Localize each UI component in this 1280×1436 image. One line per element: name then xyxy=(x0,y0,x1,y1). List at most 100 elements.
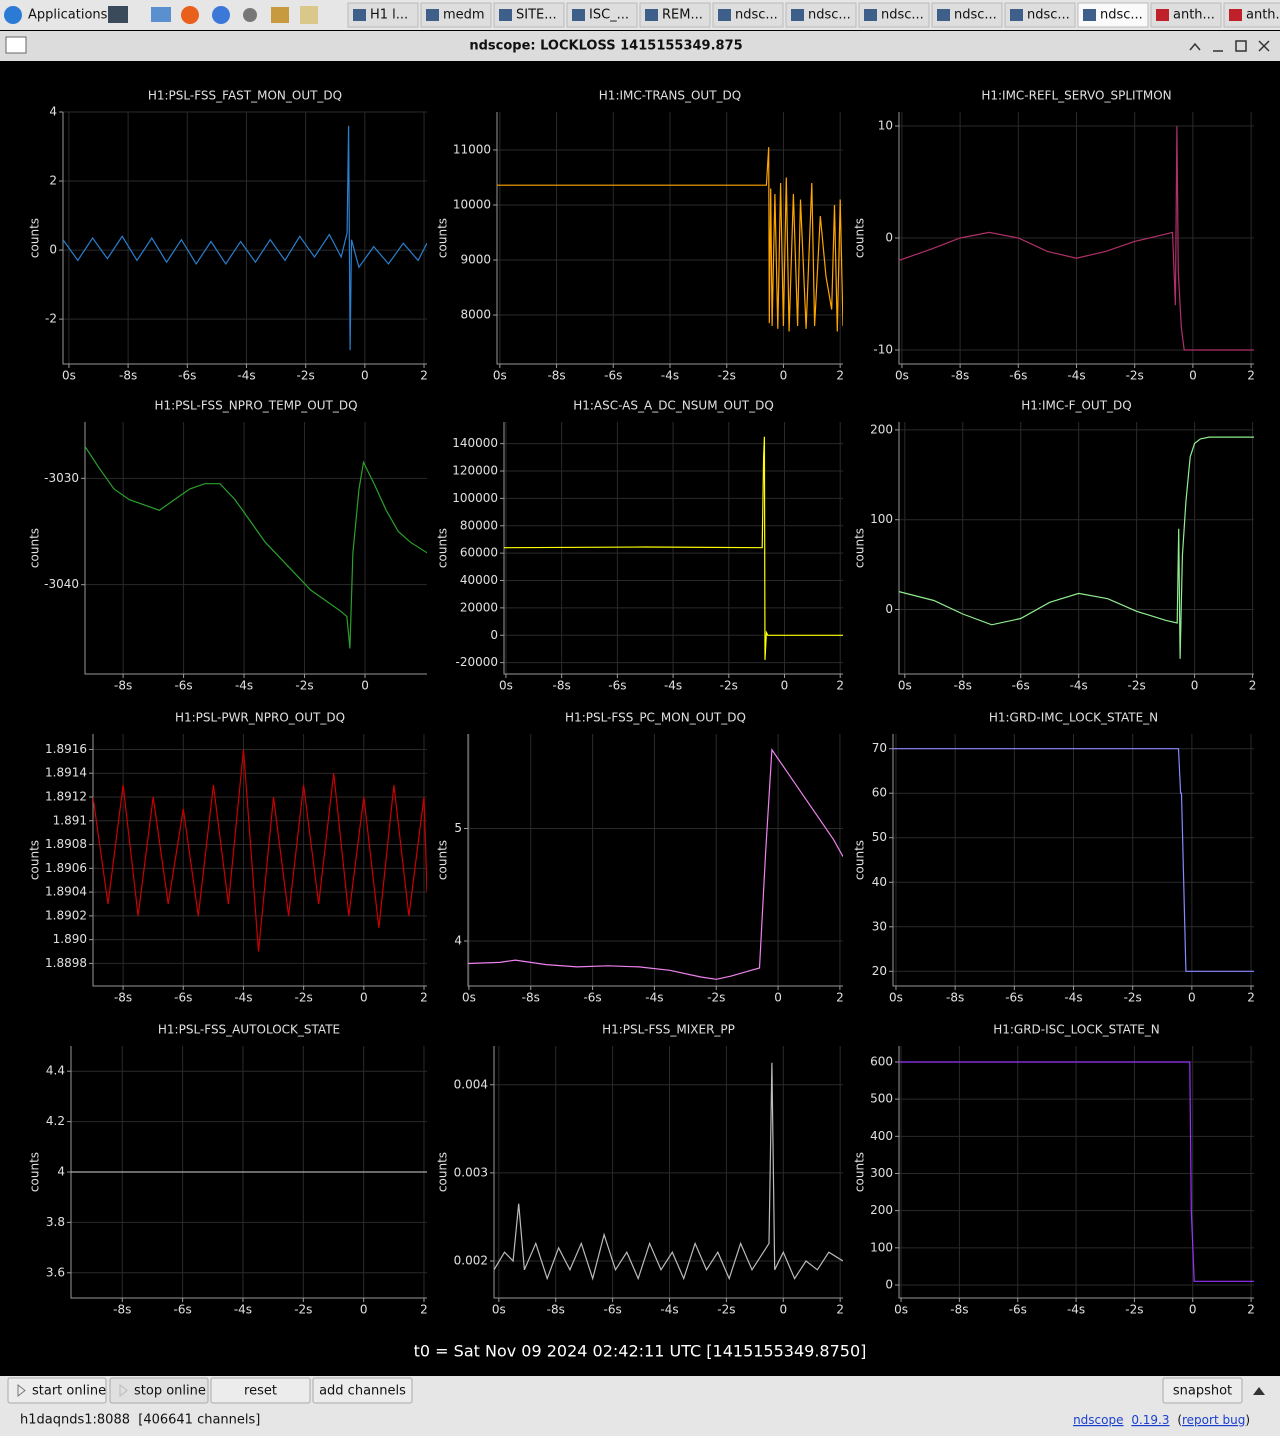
x-tick-label: -2s xyxy=(294,1303,312,1317)
y-tick-label: 1.8906 xyxy=(45,861,87,875)
trace xyxy=(899,1061,1254,1282)
x-tick-label: -8s xyxy=(954,679,972,693)
y-axis-label: counts xyxy=(28,218,42,258)
expand-arrow[interactable] xyxy=(1253,1387,1265,1395)
task-icon xyxy=(864,9,877,21)
task-label: ndsc... xyxy=(1027,8,1070,23)
y-tick-label: 20000 xyxy=(460,600,498,614)
app-menu-label[interactable]: Applications xyxy=(28,8,108,23)
y-tick-label: 100 xyxy=(870,1240,893,1254)
x-tick-label: 2 xyxy=(420,1303,428,1317)
x-tick-label: 0s xyxy=(492,1303,506,1317)
x-tick-label: -2s xyxy=(1124,991,1142,1005)
y-axis-label: counts xyxy=(28,528,42,568)
y-axis-label: counts xyxy=(853,218,867,258)
axis-line xyxy=(62,112,427,365)
button[interactable] xyxy=(1162,1377,1243,1404)
x-tick-label: 0s xyxy=(499,679,513,693)
plot-title: H1:PSL-FSS_AUTOLOCK_STATE xyxy=(158,1023,340,1037)
app-link[interactable]: ndscope xyxy=(1073,1413,1123,1427)
window-title: ndscope: LOCKLOSS 1415155349.875 xyxy=(469,39,742,54)
app-menu-icon[interactable] xyxy=(4,6,22,24)
x-tick-label: -2s xyxy=(1128,679,1146,693)
task-button[interactable] xyxy=(420,2,492,28)
plot-title: H1:GRD-IMC_LOCK_STATE_N xyxy=(989,711,1158,725)
task-icon xyxy=(1083,9,1096,21)
task-label: ndsc... xyxy=(954,8,997,23)
x-tick-label: -6s xyxy=(174,991,192,1005)
button[interactable] xyxy=(210,1377,311,1404)
y-tick-label: 1.8902 xyxy=(45,908,87,922)
y-tick-label: 60 xyxy=(872,786,887,800)
x-tick-label: -6s xyxy=(1012,679,1030,693)
y-tick-label: 10000 xyxy=(453,197,491,211)
y-tick-label: 1.8914 xyxy=(45,766,87,780)
button[interactable] xyxy=(312,1377,413,1404)
y-tick-label: 1.8916 xyxy=(45,742,87,756)
x-tick-label: -8s xyxy=(547,369,565,383)
x-tick-label: 0 xyxy=(360,991,368,1005)
task-label: medm xyxy=(443,8,485,23)
y-axis-label: counts xyxy=(853,840,867,880)
trace xyxy=(494,1062,843,1281)
t0-label: t0 = Sat Nov 09 2024 02:42:11 UTC [14151… xyxy=(414,1342,867,1361)
paren: ( xyxy=(1177,1413,1182,1427)
y-tick-label: 100 xyxy=(870,512,893,526)
report-link[interactable]: report bug xyxy=(1182,1413,1245,1427)
y-tick-label: 0 xyxy=(490,628,498,642)
x-tick-label: 2 xyxy=(420,991,428,1005)
x-tick-label: 0 xyxy=(774,991,782,1005)
plot-title: H1:PSL-FSS_PC_MON_OUT_DQ xyxy=(565,711,746,725)
x-tick-label: -2s xyxy=(297,369,315,383)
x-tick-label: -4s xyxy=(1067,369,1085,383)
x-tick-label: 0 xyxy=(780,369,788,383)
task-label: ndsc... xyxy=(735,8,778,23)
y-tick-label: -3030 xyxy=(44,471,79,485)
y-axis-label: counts xyxy=(436,528,450,568)
y-tick-label: 0.002 xyxy=(454,1253,488,1267)
task-icon xyxy=(1229,9,1242,21)
y-axis-label: counts xyxy=(436,1152,450,1192)
trace xyxy=(85,446,427,649)
task-icon xyxy=(1010,9,1023,21)
x-tick-label: 0 xyxy=(361,679,369,693)
version-link[interactable]: 0.19.3 xyxy=(1131,1413,1169,1427)
x-tick-label: -8s xyxy=(113,1303,131,1317)
y-tick-label: 4 xyxy=(57,1165,65,1179)
x-tick-label: -8s xyxy=(547,1303,565,1317)
button-icon xyxy=(119,1383,128,1398)
x-tick-label: -2s xyxy=(717,1303,735,1317)
axis-line xyxy=(467,734,843,987)
plot-title: H1:PSL-FSS_MIXER_PP xyxy=(602,1023,735,1037)
y-tick-label: 3.6 xyxy=(46,1265,65,1279)
y-tick-label: -3040 xyxy=(44,577,79,591)
y-tick-label: 1.8908 xyxy=(45,837,87,851)
y-tick-label: 11000 xyxy=(453,142,491,156)
y-axis-label: counts xyxy=(436,218,450,258)
button[interactable] xyxy=(7,1377,107,1404)
window-controls[interactable] xyxy=(1189,40,1270,52)
x-tick-label: 2 xyxy=(1249,679,1257,693)
x-tick-label: -8s xyxy=(946,991,964,1005)
x-tick-label: -6s xyxy=(604,369,622,383)
y-tick-label: 80000 xyxy=(460,518,498,532)
trace xyxy=(899,436,1254,659)
axis-line xyxy=(92,734,427,987)
x-tick-label: -4s xyxy=(1067,1303,1085,1317)
launcher-icons xyxy=(108,6,318,24)
axis-line xyxy=(496,112,843,365)
x-tick-label: 0 xyxy=(1191,679,1199,693)
button-label: stop online xyxy=(134,1384,206,1399)
task-icon xyxy=(426,9,439,21)
x-tick-label: -2s xyxy=(707,991,725,1005)
x-tick-label: 2 xyxy=(836,679,844,693)
task-label: ndsc... xyxy=(881,8,924,23)
x-tick-label: 0 xyxy=(1189,1303,1197,1317)
plot-title: H1:IMC-REFL_SERVO_SPLITMON xyxy=(981,89,1171,103)
task-label: SITE... xyxy=(516,8,557,23)
x-tick-label: -2s xyxy=(1125,1303,1143,1317)
window-icon xyxy=(5,36,27,54)
